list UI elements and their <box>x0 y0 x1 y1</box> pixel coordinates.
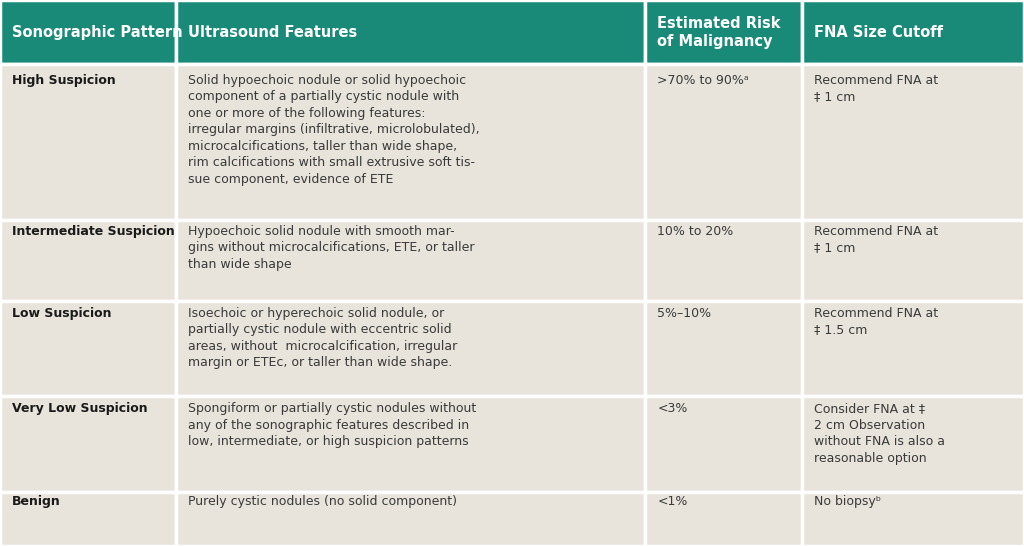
Bar <box>645 301 802 396</box>
Bar <box>176 64 645 220</box>
Text: FNA Size Cutoff: FNA Size Cutoff <box>814 25 943 40</box>
Text: Estimated Risk
of Malignancy: Estimated Risk of Malignancy <box>657 16 781 49</box>
Bar <box>0 396 176 492</box>
Text: Low Suspicion: Low Suspicion <box>12 307 112 319</box>
Text: Isoechoic or hyperechoic solid nodule, or
partially cystic nodule with eccentric: Isoechoic or hyperechoic solid nodule, o… <box>188 307 458 369</box>
Text: Sonographic Pattern: Sonographic Pattern <box>12 25 183 40</box>
Text: <1%: <1% <box>657 495 688 508</box>
Bar <box>0 492 176 546</box>
Bar <box>802 301 1024 396</box>
Bar <box>176 220 645 301</box>
Text: 10% to 20%: 10% to 20% <box>657 225 733 238</box>
Text: Purely cystic nodules (no solid component): Purely cystic nodules (no solid componen… <box>188 495 458 508</box>
Bar <box>176 301 645 396</box>
Bar <box>176 0 645 64</box>
Text: Recommend FNA at
‡ 1 cm: Recommend FNA at ‡ 1 cm <box>814 74 938 103</box>
Text: Benign: Benign <box>12 495 61 508</box>
Text: Very Low Suspicion: Very Low Suspicion <box>12 402 147 415</box>
Text: <3%: <3% <box>657 402 688 415</box>
Text: High Suspicion: High Suspicion <box>12 74 116 87</box>
Text: Intermediate Suspicion: Intermediate Suspicion <box>12 225 175 238</box>
Text: >70% to 90%ᵃ: >70% to 90%ᵃ <box>657 74 750 87</box>
Bar <box>802 64 1024 220</box>
Bar <box>645 492 802 546</box>
Text: 5%–10%: 5%–10% <box>657 307 712 319</box>
Text: No biopsyᵇ: No biopsyᵇ <box>814 495 882 508</box>
Bar <box>0 220 176 301</box>
Bar <box>645 64 802 220</box>
Bar <box>802 492 1024 546</box>
Text: Ultrasound Features: Ultrasound Features <box>188 25 357 40</box>
Bar <box>645 0 802 64</box>
Text: Hypoechoic solid nodule with smooth mar-
gins without microcalcifications, ETE, : Hypoechoic solid nodule with smooth mar-… <box>188 225 475 271</box>
Text: Solid hypoechoic nodule or solid hypoechoic
component of a partially cystic nodu: Solid hypoechoic nodule or solid hypoech… <box>188 74 480 186</box>
Text: Spongiform or partially cystic nodules without
any of the sonographic features d: Spongiform or partially cystic nodules w… <box>188 402 476 448</box>
Text: Recommend FNA at
‡ 1 cm: Recommend FNA at ‡ 1 cm <box>814 225 938 254</box>
Text: Consider FNA at ‡
2 cm Observation
without FNA is also a
reasonable option: Consider FNA at ‡ 2 cm Observation witho… <box>814 402 945 465</box>
Bar <box>645 220 802 301</box>
Bar <box>0 64 176 220</box>
Bar <box>645 396 802 492</box>
Bar <box>176 492 645 546</box>
Bar <box>0 0 176 64</box>
Bar <box>0 301 176 396</box>
Bar <box>802 220 1024 301</box>
Bar <box>802 396 1024 492</box>
Text: Recommend FNA at
‡ 1.5 cm: Recommend FNA at ‡ 1.5 cm <box>814 307 938 336</box>
Bar <box>176 396 645 492</box>
Bar <box>802 0 1024 64</box>
